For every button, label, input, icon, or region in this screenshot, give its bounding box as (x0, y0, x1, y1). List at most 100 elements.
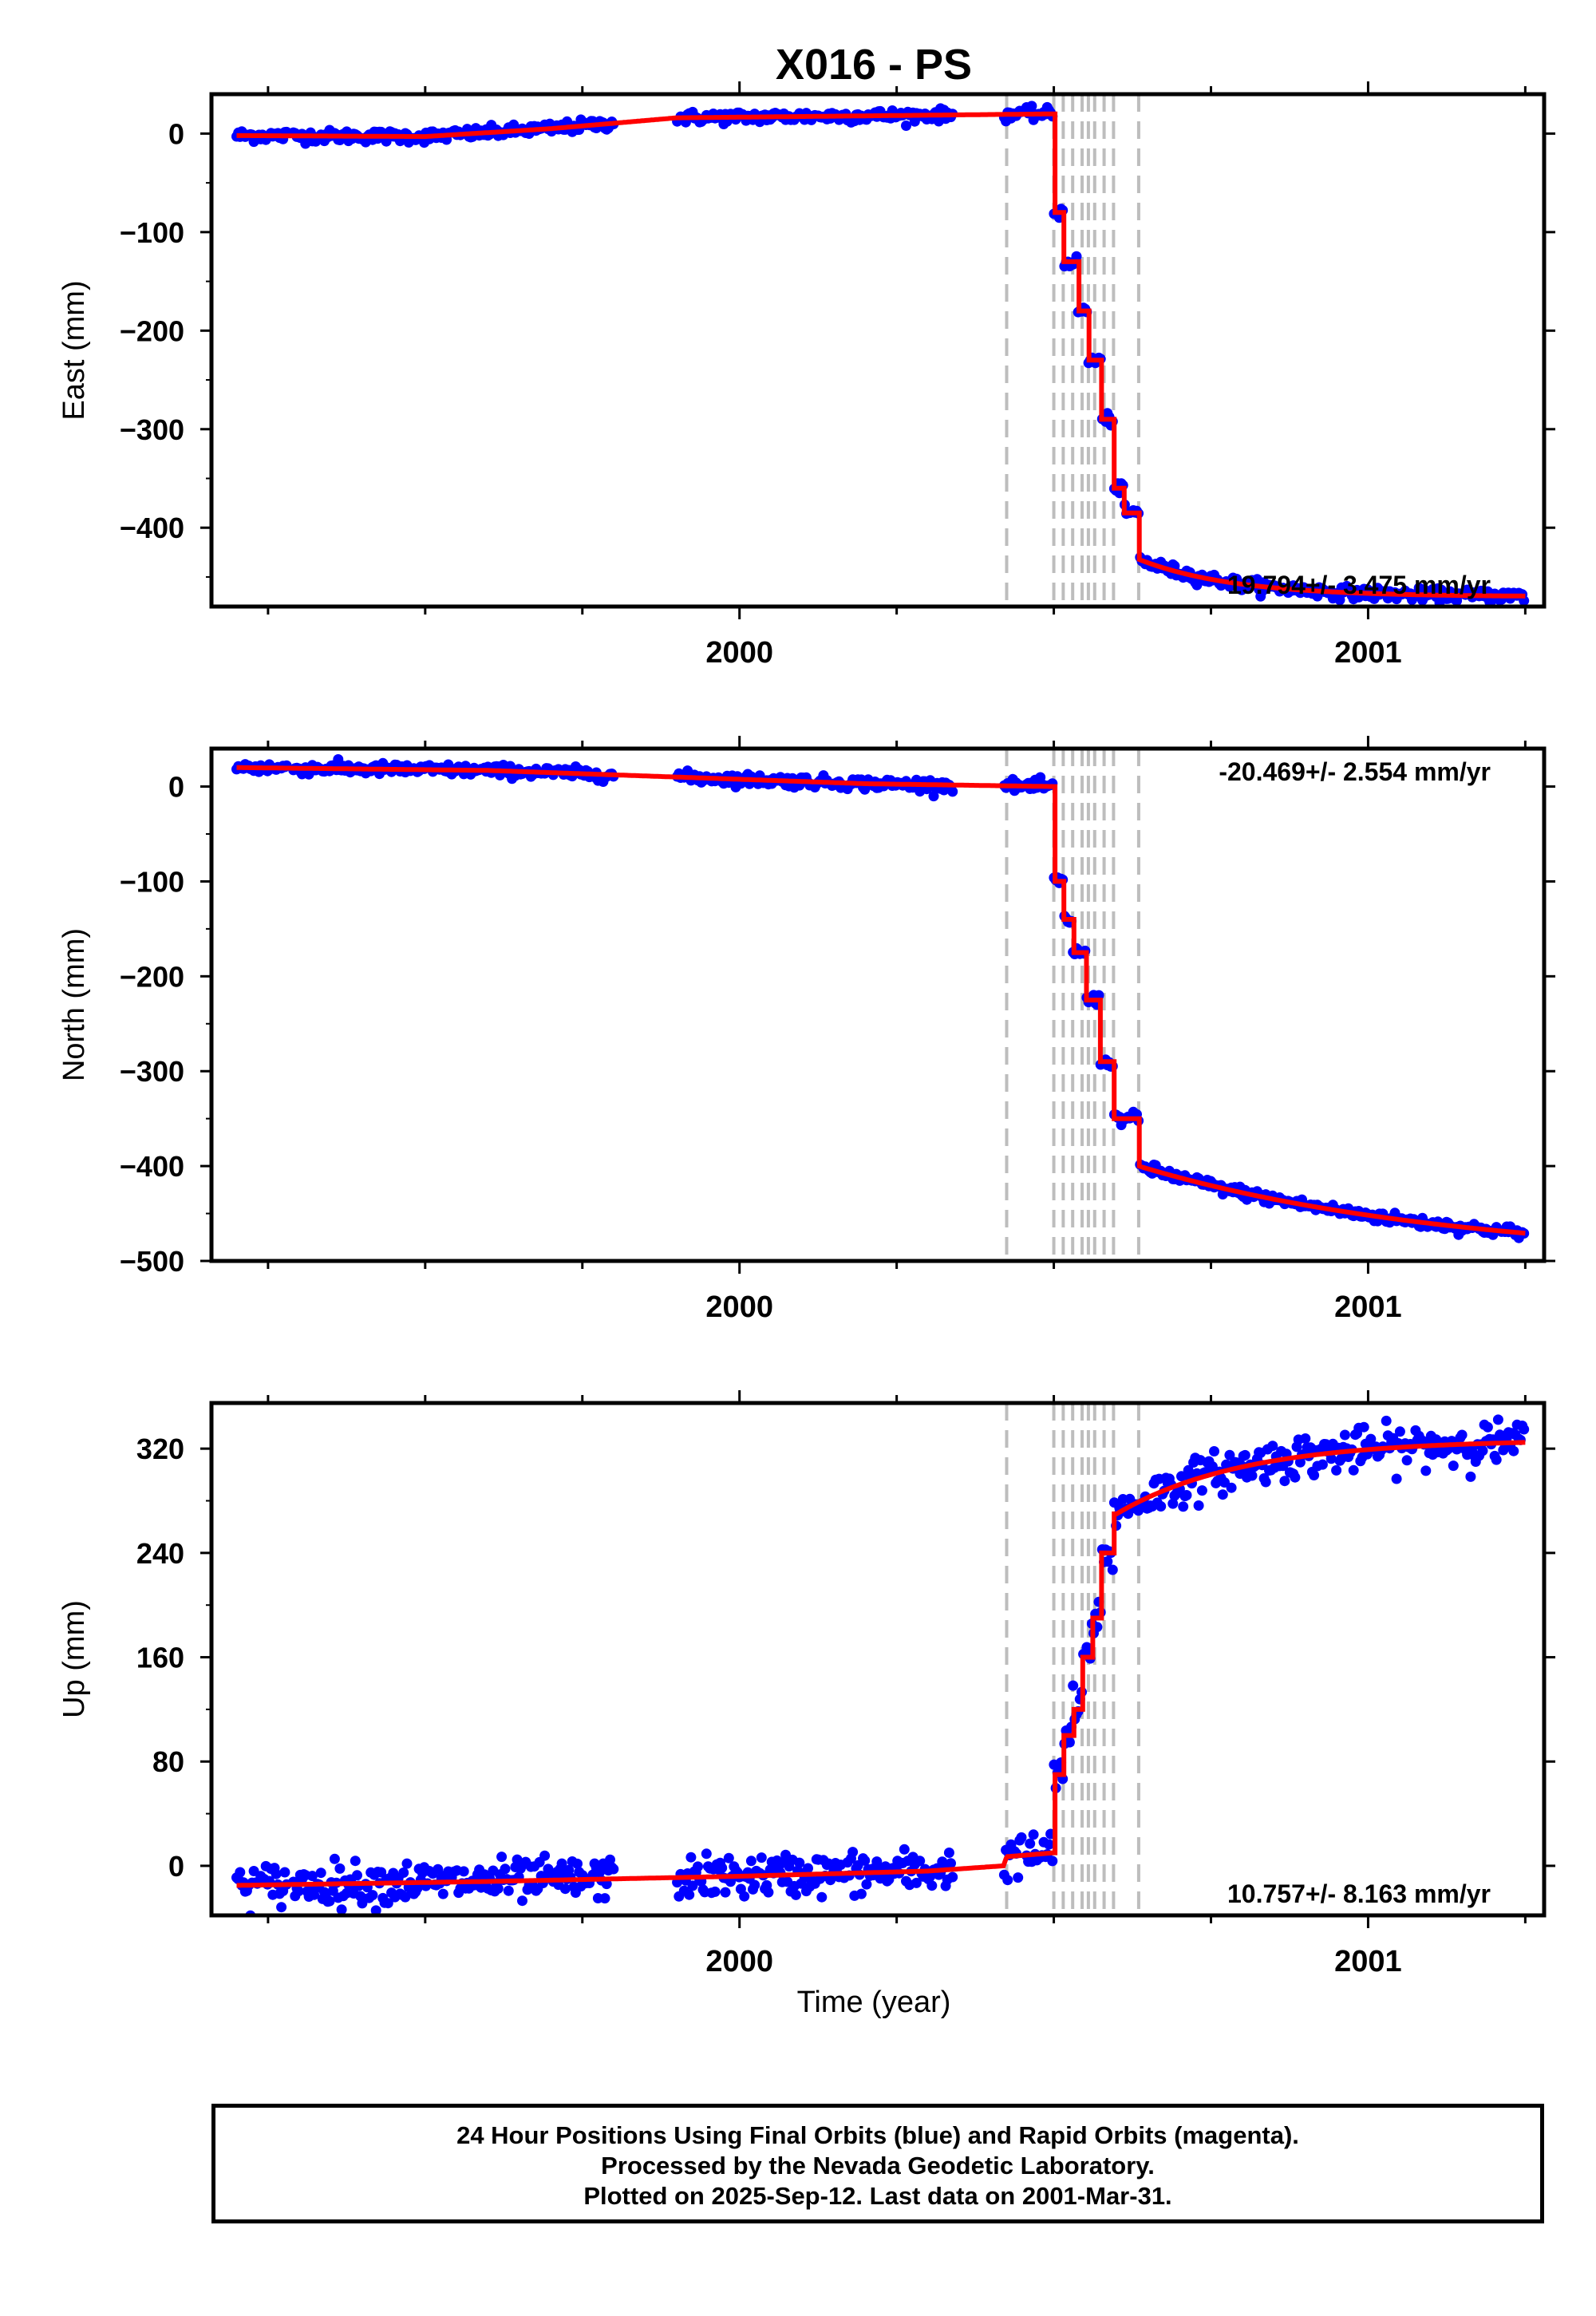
y-tick-label-2: −200 (120, 314, 184, 347)
y-tick-label-0: 0 (168, 1850, 184, 1883)
data-points (231, 101, 1530, 607)
data-point-610 (1401, 1455, 1412, 1466)
data-point-503 (1217, 1489, 1228, 1500)
data-point-67 (352, 1870, 362, 1881)
data-point-58 (336, 1904, 347, 1915)
y-tick-label-1: 80 (152, 1745, 184, 1778)
data-point-482 (1181, 1490, 1192, 1500)
data-point-270 (763, 1887, 774, 1898)
x-tick-label-1: 2001 (1334, 1945, 1402, 1978)
data-point-117 (437, 1888, 448, 1899)
data-point-247 (723, 1852, 734, 1863)
data-point-324 (855, 1888, 867, 1899)
data-point-211 (599, 1893, 610, 1904)
data-point-266 (756, 1852, 767, 1863)
y-tick-label-4: 320 (136, 1433, 184, 1465)
model-line (236, 111, 1526, 599)
data-point-349 (899, 1844, 910, 1855)
data-point-539 (1279, 1476, 1290, 1487)
data-point-556 (1309, 1470, 1320, 1480)
x-tick-label-0: 2000 (705, 1290, 773, 1324)
data-point-102 (412, 1883, 423, 1894)
data-point-216 (608, 1863, 619, 1875)
y-tick-label-4: −400 (120, 1150, 184, 1183)
y-axis-label: North (mm) (57, 928, 91, 1081)
data-point-365 (926, 1880, 938, 1891)
data-point-149 (492, 1883, 504, 1894)
data-point-498 (1209, 1446, 1219, 1456)
data-point-507 (1224, 1449, 1235, 1460)
data-point-418 (1071, 251, 1082, 262)
data-point-376 (946, 1858, 956, 1869)
y-tick-label-0: 0 (168, 771, 184, 804)
data-point-491 (1196, 1485, 1207, 1496)
data-point-234 (701, 1848, 712, 1860)
data-point-2 (235, 1867, 246, 1878)
data-point-561 (1317, 1459, 1328, 1470)
x-tick-label-0: 2000 (705, 1945, 773, 1978)
data-point-392 (1026, 101, 1037, 112)
data-point-589 (1365, 1433, 1377, 1445)
data-point-262 (749, 1879, 760, 1891)
footer-line-1: 24 Hour Positions Using Final Orbits (bl… (456, 2121, 1299, 2149)
data-point-358 (915, 1856, 926, 1867)
data-point-54 (329, 1853, 340, 1864)
footer-line-2: Processed by the Nevada Geodetic Laborat… (601, 2152, 1155, 2180)
data-point-155 (503, 1885, 514, 1896)
x-tick-label-0: 2000 (705, 636, 773, 670)
data-point-672 (1508, 1445, 1519, 1456)
data-point-186 (556, 1858, 567, 1869)
data-point-545 (1290, 1472, 1301, 1483)
plot-area (231, 749, 1530, 1261)
y-axis-label: East (mm) (57, 280, 91, 420)
y-tick-label-2: 160 (136, 1642, 184, 1674)
data-point-377 (947, 786, 958, 797)
data-point-569 (1331, 1464, 1342, 1476)
data-point-637 (1448, 1460, 1459, 1472)
data-point-208 (595, 1867, 606, 1878)
data-point-585 (1358, 1421, 1369, 1433)
x-axis-label: Time (year) (797, 1986, 951, 2019)
rate-label: -20.469+/- 2.554 mm/yr (1219, 757, 1491, 786)
data-point-606 (1394, 1426, 1405, 1437)
data-point-598 (1381, 1415, 1392, 1426)
data-point-333 (871, 1856, 883, 1867)
data-point-163 (517, 1895, 527, 1907)
y-axis-label: Up (mm) (57, 1600, 91, 1718)
data-point-41 (306, 1871, 318, 1882)
data-point-224 (684, 1889, 695, 1900)
data-point-195 (572, 1858, 583, 1869)
data-point-243 (717, 1863, 728, 1873)
data-point-508 (1226, 1482, 1237, 1493)
data-point-85 (382, 1898, 393, 1909)
data-point-356 (911, 1877, 922, 1888)
y-tick-label-4: −400 (120, 512, 184, 544)
y-tick-label-3: 240 (136, 1537, 184, 1570)
data-point-474 (1167, 1498, 1179, 1509)
data-point-436 (1102, 1556, 1113, 1567)
data-point-366 (928, 791, 939, 802)
data-point-326 (859, 1855, 871, 1866)
data-point-260 (745, 1856, 757, 1867)
data-point-225 (685, 1852, 697, 1863)
data-point-467 (1156, 1501, 1167, 1512)
data-points (231, 1414, 1530, 1915)
data-point-621 (1420, 1465, 1432, 1476)
data-point-663 (1492, 1414, 1503, 1425)
data-point-375 (943, 1848, 954, 1858)
data-point-57 (334, 1863, 346, 1874)
data-point-402 (1044, 1839, 1054, 1850)
data-point-516 (1239, 1449, 1250, 1460)
data-point-226 (687, 1880, 698, 1891)
data-point-76 (367, 1890, 378, 1901)
panel-east: 0 −100 −200 −300 −400 2000 2001 East (mm) 19.794… (57, 81, 1555, 670)
data-point-532 (1267, 1441, 1278, 1452)
data-point-479 (1176, 1471, 1187, 1482)
plot-area (231, 94, 1530, 607)
data-point-94 (398, 1867, 409, 1878)
data-point-301 (816, 1891, 828, 1903)
data-point-214 (605, 1854, 615, 1865)
data-point-229 (693, 1861, 703, 1872)
data-point-256 (739, 1891, 750, 1902)
data-point-96 (401, 1858, 413, 1869)
